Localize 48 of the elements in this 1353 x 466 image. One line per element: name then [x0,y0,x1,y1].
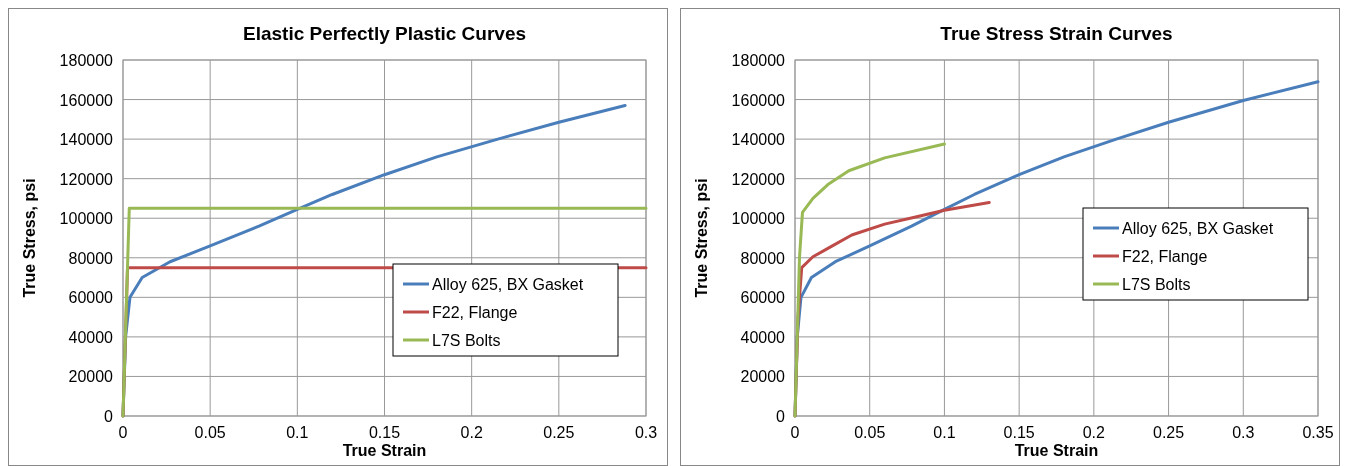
y-axis-title: True Stress, psi [21,178,38,298]
y-tick-label: 40000 [68,328,114,346]
y-tick-label: 20000 [68,368,114,386]
y-tick-label: 120000 [731,170,786,188]
y-tick-label: 160000 [731,91,786,109]
x-tick-label: 0.35 [1302,424,1334,441]
x-tick-label: 0.1 [286,424,309,441]
chart-title: True Stress Strain Curves [940,23,1173,44]
y-tick-label: 160000 [59,91,114,109]
y-tick-label: 100000 [731,210,786,228]
line-series [793,142,946,418]
legend-label: L7S Bolts [1122,276,1191,293]
legend-label: L7S Bolts [432,332,501,349]
x-tick-label: 0.05 [854,424,886,441]
y-tick-label: 80000 [68,249,114,267]
x-tick-label: 0.2 [1082,424,1106,441]
x-tick-label: 0.1 [933,424,956,441]
legend-label: F22, Flange [1122,248,1208,265]
y-tick-label: 80000 [740,249,786,267]
x-tick-label: 0 [118,424,128,441]
y-tick-label: 40000 [740,328,786,346]
y-tick-label: 100000 [59,210,114,228]
x-tick-label: 0.15 [368,424,401,441]
chart-title: Elastic Perfectly Plastic Curves [242,23,527,44]
x-tick-label: 0.05 [194,424,226,441]
legend-label: Alloy 625, BX Gasket [432,276,584,293]
x-tick-label: 0.25 [543,424,575,441]
legend-label: Alloy 625, BX Gasket [1122,220,1274,237]
x-tick-label: 0.2 [460,424,483,441]
y-tick-label: 120000 [59,170,114,188]
y-tick-label: 0 [776,408,786,425]
y-tick-label: 60000 [68,289,114,307]
x-tick-label: 0 [790,424,800,441]
x-tick-label: 0.25 [1153,424,1185,441]
y-axis-title: True Stress, psi [693,178,710,298]
x-axis-title: True Strain [1014,442,1099,459]
y-tick-label: 0 [104,408,114,425]
y-tick-label: 180000 [59,52,114,69]
y-tick-label: 60000 [740,289,786,307]
y-tick-label: 140000 [59,131,114,149]
x-tick-label: 0.15 [1003,424,1035,441]
x-axis-title: True Strain [342,442,427,459]
y-tick-label: 140000 [731,131,786,149]
y-tick-label: 180000 [731,52,786,69]
y-tick-label: 20000 [740,368,786,386]
x-tick-label: 0.3 [634,424,658,441]
x-tick-label: 0.3 [1232,424,1255,441]
legend-label: F22, Flange [432,304,518,321]
